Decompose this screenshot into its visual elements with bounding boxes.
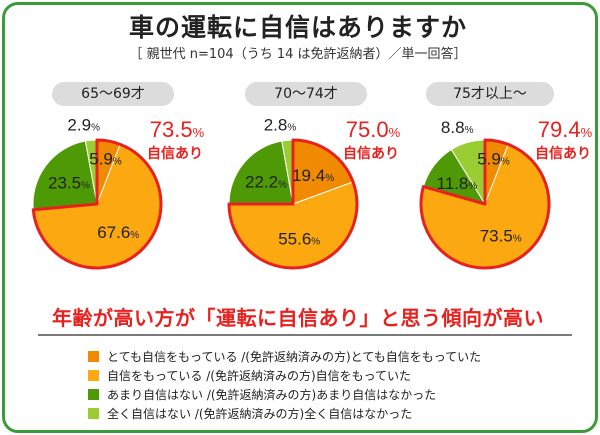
legend-label: 全く自信はない /(免許返納済みの方)全く自信はなかった (107, 407, 413, 421)
group-label-75-plus: 75才以上〜 (426, 82, 554, 106)
chart-title: 車の運転に自信はありますか (128, 13, 467, 42)
legend-item-not-very-confident: あまり自信はない /(免許返納済みの方)あまり自信はなかった (88, 385, 481, 404)
pie-1-label-not-confident-at-all: 2.8% (264, 115, 297, 134)
legend-swatch (88, 389, 99, 400)
pie-0-confident-outline (31, 138, 163, 270)
pie-0-label-very-confident: 5.9% (89, 150, 122, 169)
pie-2-confident-outline (419, 138, 551, 270)
pie-0-label-not-very-confident: 23.5% (48, 174, 90, 193)
legend-item-not-confident-at-all: 全く自信はない /(免許返納済みの方)全く自信はなかった (88, 404, 481, 423)
legend-swatch (88, 370, 99, 381)
group-label-65-69: 65〜69才 (52, 82, 174, 106)
pie-0-confident-total: 73.5% (150, 117, 205, 142)
legend-label: 自信をもっている /(免許返納済みの方)自信をもっていた (107, 369, 412, 383)
legend-item-very-confident: とても自信をもっている /(免許返納済みの方)とても自信をもっていた (88, 347, 481, 366)
pie-2-confident-total: 79.4% (538, 117, 593, 142)
pie-0-confident-caption: 自信あり (147, 145, 203, 162)
pie-1-confident-caption: 自信あり (343, 145, 399, 162)
pie-0-label-not-confident-at-all: 2.9% (67, 115, 100, 134)
pie-2-label-confident: 73.5% (480, 227, 522, 246)
pie-1-slice-not-very-confident (228, 140, 294, 205)
legend-swatch (88, 408, 99, 419)
pie-2-confident-caption: 自信あり (535, 145, 591, 162)
pie-charts: 5.9% 67.6% 23.5% 2.9% 73.5% 自信あり 19.4% 55.6% 22.… (31, 115, 593, 270)
legend-swatch (88, 351, 99, 362)
legend-label: あまり自信はない /(免許返納済みの方)あまり自信はなかった (107, 388, 437, 402)
group-label-70-74: 70〜74才 (245, 82, 367, 106)
legend: とても自信をもっている /(免許返納済みの方)とても自信をもっていた 自信をもっ… (88, 347, 481, 423)
legend-item-confident: 自信をもっている /(免許返納済みの方)自信をもっていた (88, 366, 481, 385)
chart-subtitle: ［ 親世代 n=104（うち 14 は免許返納者）／単一回答］ (129, 47, 467, 62)
pie-1-confident-outline (227, 138, 359, 270)
legend-label: とても自信をもっている /(免許返納済みの方)とても自信をもっていた (107, 350, 482, 364)
pie-2-label-very-confident: 5.9% (477, 150, 510, 169)
headline-underline (38, 334, 572, 336)
pie-1-label-confident: 55.6% (278, 230, 320, 249)
pie-2-label-not-confident-at-all: 8.8% (441, 118, 474, 137)
pie-0-slice-not-very-confident (32, 140, 98, 211)
pie-1-confident-total: 75.0% (346, 117, 401, 142)
headline: 年齢が高い方が「運転に自信あり」と思う傾向が高い (52, 306, 544, 330)
pie-2-label-not-very-confident: 11.8% (437, 174, 478, 193)
pie-0-label-confident: 67.6% (97, 223, 139, 242)
pie-1-label-not-very-confident: 22.2% (245, 172, 287, 191)
pie-1-label-very-confident: 19.4% (292, 166, 334, 185)
